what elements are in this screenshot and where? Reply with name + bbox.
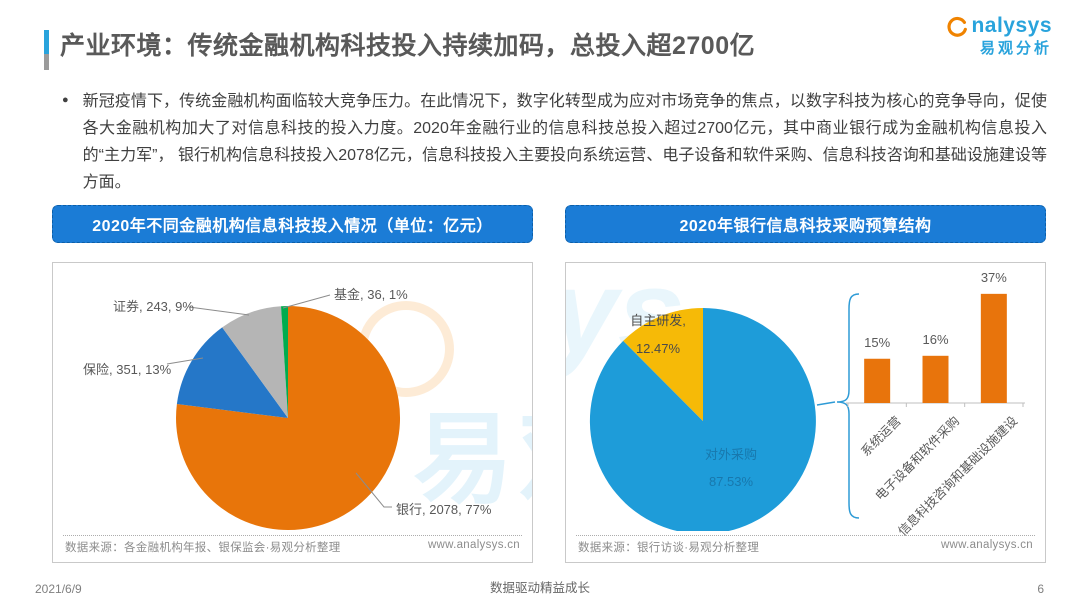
institution-pie-chart [166, 294, 401, 530]
pie-label-银行: 银行, 2078, 77% [396, 502, 492, 517]
brace-connector-line [816, 401, 836, 406]
left-chart-panel: 易观 银行, 2078, 77%保险, 351, 13%证券, 243, 9%基… [52, 262, 533, 563]
leader-line [355, 472, 392, 508]
bar-value-label: 37% [980, 269, 1007, 285]
procurement-charts [589, 293, 1025, 531]
pie-slice-保险 [176, 327, 288, 418]
pie-label-自主研发: 自主研发, 12.47% [630, 313, 686, 356]
bullet-icon: ● [62, 94, 69, 106]
footer-date: 2021/6/9 [35, 582, 82, 596]
analysys-swirl-icon [947, 16, 968, 37]
footer-slogan: 数据驱动精益成长 [489, 581, 590, 595]
left-site-text: www.analysys.cn [427, 539, 520, 551]
logo-brand-text: nalysys [971, 14, 1052, 38]
pie-label-证券: 证券, 243, 9% [113, 299, 194, 314]
bar-系统运营 [864, 358, 891, 403]
left-chart-header: 2020年不同金融机构信息科技投入情况（单位：亿元） [52, 205, 533, 243]
bar-value-label: 15% [864, 334, 891, 350]
separator-dotted-line [576, 535, 1035, 536]
pie-label-保险: 保险, 351, 13% [83, 362, 172, 377]
leader-line [166, 357, 204, 365]
pie-slice-证券 [222, 306, 288, 418]
pie-slice-基金 [281, 305, 288, 418]
right-chart-header: 2020年银行信息科技采购预算结构 [565, 205, 1046, 243]
logo-brand-cn: 易观分析 [979, 40, 1052, 57]
pie-label-对外采购: 对外采购 87.53% [704, 447, 757, 489]
right-chart-panel: ys 15%系统运营16%电子设备和软件采购37%信息科技咨询和基础设施建设自主… [565, 262, 1046, 563]
intro-text: 新冠疫情下，传统金融机构面临较大竞争压力。在此情况下，数字化转型成为应对市场竞争… [82, 93, 1047, 191]
leader-line [282, 294, 331, 309]
bar-value-label: 16% [922, 331, 949, 347]
intro-block: ● 新冠疫情下，传统金融机构面临较大竞争压力。在此情况下，数字化转型成为应对市场… [62, 88, 1047, 196]
footer-page-number: 6 [1037, 582, 1044, 596]
right-site-text: www.analysys.cn [940, 539, 1033, 551]
page-title: 产业环境：传统金融机构科技投入持续加码，总投入超2700亿 [60, 32, 756, 60]
analysys-logo: nalysys 易观分析 [944, 12, 1052, 58]
pie-label-基金: 基金, 36, 1% [334, 287, 408, 302]
bar-信息科技咨询和基础设施建设 [980, 293, 1007, 403]
pie-slice-对外采购 [589, 308, 816, 531]
separator-dotted-line [63, 535, 522, 536]
leader-line [188, 306, 250, 316]
pie-slice-银行 [176, 306, 401, 530]
right-source-text: 数据来源：银行访谈·易观分析整理 [578, 542, 760, 554]
brace-bracket [836, 293, 860, 519]
title-accent-bar [44, 30, 49, 70]
bar-电子设备和软件采购 [922, 355, 949, 403]
left-source-text: 数据来源：各金融机构年报、银保监会·易观分析整理 [65, 542, 341, 554]
accent-bar-gray [44, 54, 49, 70]
accent-bar-blue [44, 30, 49, 54]
pie-slice-自主研发 [623, 307, 703, 421]
